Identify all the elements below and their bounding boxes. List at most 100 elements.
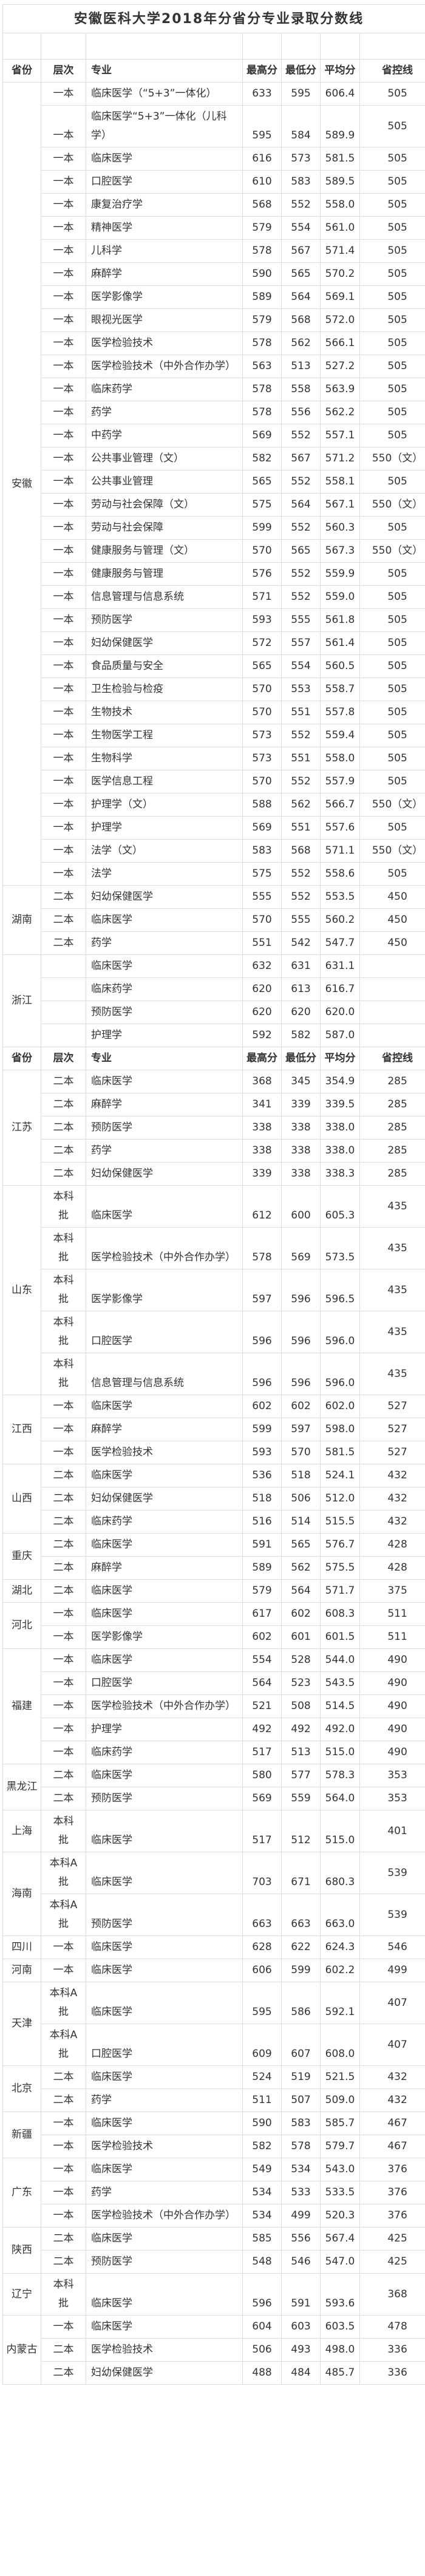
avg-score-cell: 338.3: [320, 1162, 360, 1186]
max-score-cell: 575: [242, 862, 282, 886]
avg-score-cell: 585.7: [320, 2112, 360, 2135]
level-cell: 一本: [41, 2315, 86, 2339]
control-line-cell: 505: [359, 239, 425, 263]
avg-score-cell: 566.1: [320, 331, 360, 355]
max-score-cell: 606: [242, 1959, 282, 1982]
major-cell: 眼视光医学: [86, 308, 243, 332]
header-level: 层次: [41, 59, 86, 83]
level-cell: 一本: [41, 1418, 86, 1441]
header-row: 省份 层次 专业 最高分 最低分 平均分 省控线: [2, 1047, 425, 1070]
major-cell: 药学: [86, 2088, 243, 2112]
max-score-cell: 516: [242, 1510, 282, 1534]
level-cell: 本科A批: [41, 2024, 86, 2066]
avg-score-cell: 581.5: [320, 147, 360, 171]
max-score-cell: 569: [242, 424, 282, 447]
min-score-cell: 564: [281, 1579, 321, 1603]
max-score-cell: 579: [242, 308, 282, 332]
control-line-cell: 467: [359, 2112, 425, 2135]
min-score-cell: 577: [281, 1764, 321, 1787]
header-avg: 平均分: [320, 59, 360, 83]
max-score-cell: 368: [242, 1070, 282, 1093]
min-score-cell: 564: [281, 493, 321, 517]
level-cell: 一本: [41, 147, 86, 171]
major-cell: 医学影像学: [86, 285, 243, 309]
table-row: 一本 康复治疗学 568 552 558.0 505: [3, 193, 425, 217]
min-score-cell: 492: [281, 1718, 321, 1741]
table-row: 临床药学 620 613 616.7: [3, 977, 425, 1001]
table-row: 一本 劳动与社会保障 599 552 560.3 505: [3, 516, 425, 540]
level-cell: 二本: [41, 1533, 86, 1557]
province-cell: 安徽: [2, 82, 41, 886]
control-line-cell: 499: [359, 1959, 425, 1982]
avg-score-cell: 572.0: [320, 308, 360, 332]
title-row: 安徽医科大学2018年分省分专业录取分数线: [2, 4, 425, 33]
header-row: 省份 层次 专业 最高分 最低分 平均分 省控线: [2, 59, 425, 83]
header-province: 省份: [2, 1047, 41, 1070]
max-score-cell: 517: [242, 1810, 282, 1852]
level-cell: 二本: [41, 2227, 86, 2251]
table-row: 陕西 二本 临床医学 585 556 567.4 425: [2, 2227, 425, 2274]
min-score-cell: 603: [281, 2315, 321, 2339]
control-line-cell: 478: [359, 2315, 425, 2339]
level-cell: 一本: [41, 1395, 86, 1418]
max-score-cell: 703: [242, 1852, 282, 1894]
min-score-cell: 552: [281, 424, 321, 447]
level-cell: 一本: [41, 82, 86, 106]
control-line-cell: 450: [359, 908, 425, 932]
major-cell: 临床医学: [86, 147, 243, 171]
level-cell: 一本: [41, 262, 86, 286]
level-cell: 一本: [41, 1602, 86, 1626]
control-line-cell: 450: [359, 931, 425, 955]
min-score-cell: 595: [281, 82, 321, 106]
level-cell: 一本: [41, 170, 86, 194]
province-cell: 四川: [2, 1935, 41, 1959]
control-line-cell: 353: [359, 1787, 425, 1810]
control-line-cell: 490: [359, 1694, 425, 1718]
level-cell: 一本: [41, 1694, 86, 1718]
level-cell: 一本: [41, 724, 86, 747]
level-cell: 本科批: [41, 1810, 86, 1852]
control-line-cell: 511: [359, 1602, 425, 1626]
min-score-cell: 596: [281, 1311, 321, 1353]
province-cell: 广东: [2, 2158, 41, 2228]
control-line-cell: 285: [359, 1093, 425, 1116]
min-score-cell: 559: [281, 1787, 321, 1810]
table-row: 一本 法学 575 552 558.6 505: [3, 862, 425, 886]
max-score-cell: 616: [242, 147, 282, 171]
major-cell: 精神医学: [86, 216, 243, 240]
level-cell: 本科批: [41, 1311, 86, 1353]
min-score-cell: 562: [281, 793, 321, 817]
table-row: 辽宁 本科批 临床医学 596 591 593.6 368: [2, 2273, 425, 2316]
province-cell: 天津: [2, 1982, 41, 2066]
max-score-cell: 593: [242, 1441, 282, 1464]
major-cell: 医学影像学: [86, 1625, 243, 1649]
major-cell: 临床医学: [86, 2065, 243, 2089]
max-score-cell: 506: [242, 2338, 282, 2362]
level-cell: 一本: [41, 1718, 86, 1741]
blank-cell: [359, 33, 425, 59]
min-score-cell: 613: [281, 977, 321, 1001]
max-score-cell: 570: [242, 908, 282, 932]
avg-score-cell: 608.0: [320, 2024, 360, 2066]
level-cell: 一本: [41, 1741, 86, 1764]
avg-score-cell: 560.5: [320, 654, 360, 678]
min-score-cell: 583: [281, 2112, 321, 2135]
level-cell: 一本: [41, 1671, 86, 1695]
table-row: 二本 麻醉学 589 562 575.5 428: [3, 1556, 425, 1580]
avg-score-cell: 620.0: [320, 1001, 360, 1024]
min-score-cell: 582: [281, 1024, 321, 1047]
blank-cell: [86, 33, 243, 59]
max-score-cell: 339: [242, 1162, 282, 1186]
min-score-cell: 484: [281, 2361, 321, 2385]
level-cell: 本科批: [41, 2273, 86, 2316]
avg-score-cell: 601.5: [320, 1625, 360, 1649]
level-cell: 一本: [41, 654, 86, 678]
control-line-cell: 505: [359, 308, 425, 332]
avg-score-cell: 567.1: [320, 493, 360, 517]
major-cell: 预防医学: [86, 1001, 243, 1024]
major-cell: 临床医学: [86, 2273, 243, 2316]
max-score-cell: 573: [242, 724, 282, 747]
level-cell: 二本: [41, 931, 86, 955]
table-row: 一本 卫生检验与检疫 570 553 558.7 505: [3, 678, 425, 701]
level-cell: 二本: [41, 2065, 86, 2089]
